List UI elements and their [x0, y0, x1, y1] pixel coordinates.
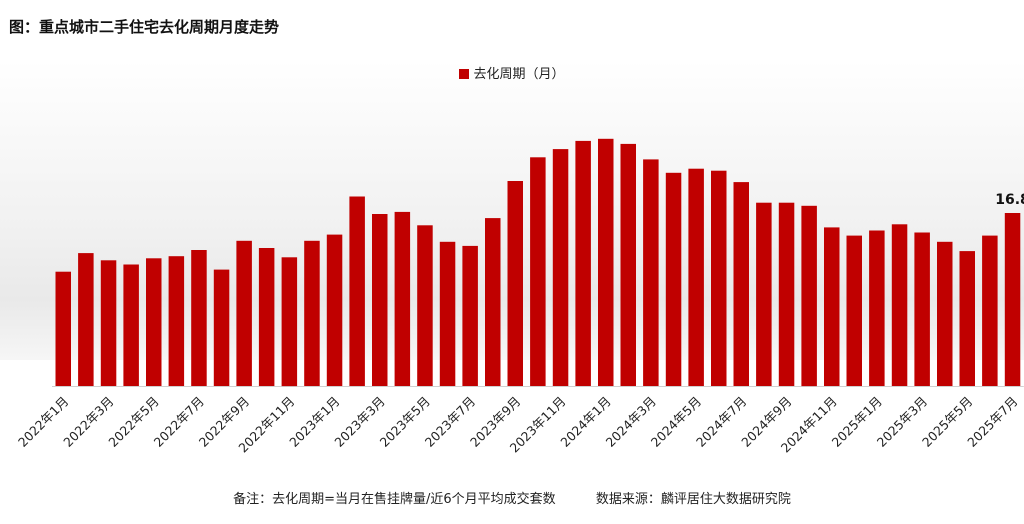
legend: 去化周期（月）	[0, 63, 1024, 82]
bar	[665, 172, 682, 386]
bar	[258, 248, 275, 386]
bar	[688, 168, 704, 386]
bar	[530, 157, 546, 386]
bar	[824, 227, 840, 386]
legend-label: 去化周期（月）	[473, 67, 565, 82]
bar	[756, 202, 772, 386]
bar	[281, 257, 298, 387]
bar	[326, 234, 343, 386]
bar	[778, 202, 795, 386]
bar	[575, 140, 591, 386]
bar	[846, 235, 862, 386]
chart-title: 图：重点城市二手住宅去化周期月度走势	[9, 18, 280, 36]
bar	[349, 196, 365, 386]
bar	[372, 214, 388, 386]
bar	[507, 181, 523, 386]
bar	[733, 182, 749, 386]
bar	[146, 258, 162, 386]
bar	[643, 159, 659, 386]
bar	[914, 232, 930, 386]
bar	[168, 256, 185, 386]
bar	[304, 240, 320, 386]
bar	[869, 230, 885, 386]
bar	[55, 271, 71, 386]
bar	[236, 240, 252, 386]
bar	[959, 251, 975, 386]
bar	[462, 245, 478, 386]
bar	[937, 241, 953, 386]
bar	[78, 253, 94, 386]
footnote-note: 备注：去化周期=当月在售挂牌量/近6个月平均成交套数	[233, 492, 556, 507]
bar	[1004, 213, 1021, 386]
data-label: 16.8	[995, 192, 1024, 208]
bar	[439, 241, 456, 386]
bar	[801, 205, 817, 387]
footnote: 备注：去化周期=当月在售挂牌量/近6个月平均成交套数 数据来源：麟评居住大数据研…	[0, 488, 1024, 507]
bar	[123, 264, 139, 386]
bar	[191, 250, 207, 386]
footnote-source: 数据来源：麟评居住大数据研究院	[595, 492, 791, 507]
bar	[982, 235, 998, 386]
bar	[620, 143, 636, 386]
bar	[417, 225, 433, 386]
bar	[598, 138, 614, 386]
bar	[485, 218, 501, 386]
bar	[394, 211, 411, 386]
legend-swatch	[459, 69, 470, 79]
bar	[711, 170, 727, 386]
bar	[552, 149, 569, 386]
bar	[213, 269, 230, 386]
bar	[100, 260, 117, 386]
bar	[891, 224, 908, 386]
